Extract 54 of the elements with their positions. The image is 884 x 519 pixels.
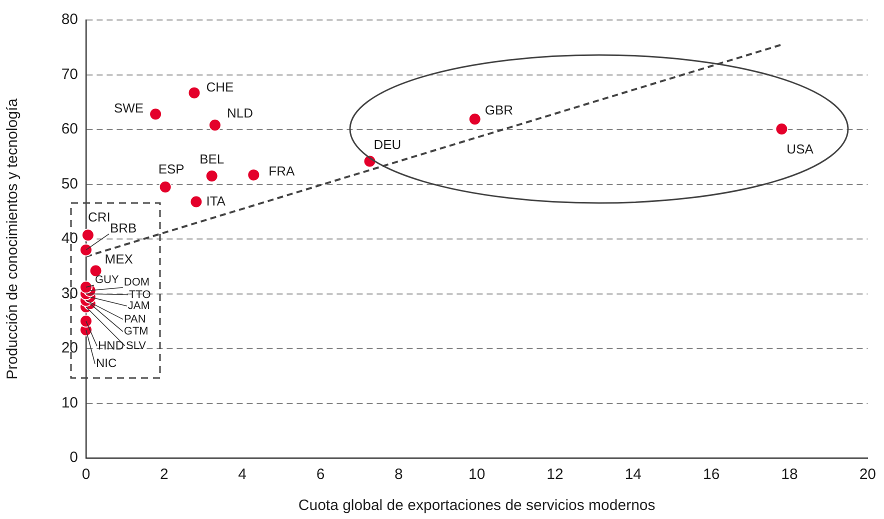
series-label: HND (98, 338, 124, 352)
point (775, 122, 788, 136)
point (158, 180, 172, 194)
series-label: BEL (200, 152, 224, 167)
text: GTM (124, 326, 148, 338)
series-label: MEX (104, 251, 134, 266)
y-tick-label: 50 (61, 175, 78, 192)
point (149, 108, 162, 121)
series-label: NLD (226, 106, 253, 121)
series-label: USA (786, 142, 814, 157)
x-tick-label: 14 (624, 466, 642, 484)
point (188, 86, 201, 100)
series-label: DEU (374, 136, 402, 152)
y-tick-label: 0 (70, 449, 78, 466)
series-label: CHE (206, 79, 234, 94)
text: SLV (126, 340, 147, 352)
x-tick-label: 20 (859, 466, 876, 484)
point (208, 118, 222, 132)
text: TTO (129, 288, 152, 301)
x-tick-label: 12 (546, 466, 564, 484)
point (80, 314, 92, 328)
series-label: FRA (268, 164, 295, 179)
point (80, 280, 92, 294)
x-tick-label: 16 (702, 466, 720, 484)
series-label: GBR (484, 102, 514, 118)
y-tick-label: 10 (61, 394, 78, 412)
x-axis-title: Cuota global de exportaciones de servicios modernos (298, 497, 656, 514)
point (468, 112, 482, 126)
point (190, 195, 203, 208)
y-tick-label: 60 (61, 120, 78, 138)
text: DOM (124, 276, 150, 288)
x-tick-label: 4 (238, 466, 247, 484)
x-tick-label: 18 (781, 466, 798, 484)
x-tick-label: 0 (82, 466, 90, 484)
text: JAM (128, 300, 150, 312)
series-label: SWE (114, 100, 144, 116)
x-tick-label: 6 (316, 466, 325, 484)
series-label: GUY (95, 274, 120, 286)
series-label: ITA (206, 193, 226, 208)
x-tick-label: 10 (468, 466, 486, 484)
series-label: ESP (158, 162, 184, 177)
series-label: CRI (88, 210, 110, 225)
y-tick-label: 70 (61, 66, 78, 83)
series-label: NIC (96, 356, 117, 370)
x-tick-label: 8 (394, 466, 403, 484)
point (81, 228, 94, 242)
y-axis-title: Producción de conocimientos y tecnología (4, 98, 22, 380)
point (205, 170, 218, 183)
x-tick-label: 2 (160, 466, 168, 484)
point (247, 168, 260, 182)
series-label: BRB (110, 220, 137, 236)
text: PAN (124, 313, 146, 326)
point (80, 243, 92, 256)
y-tick-label: 80 (61, 11, 78, 28)
